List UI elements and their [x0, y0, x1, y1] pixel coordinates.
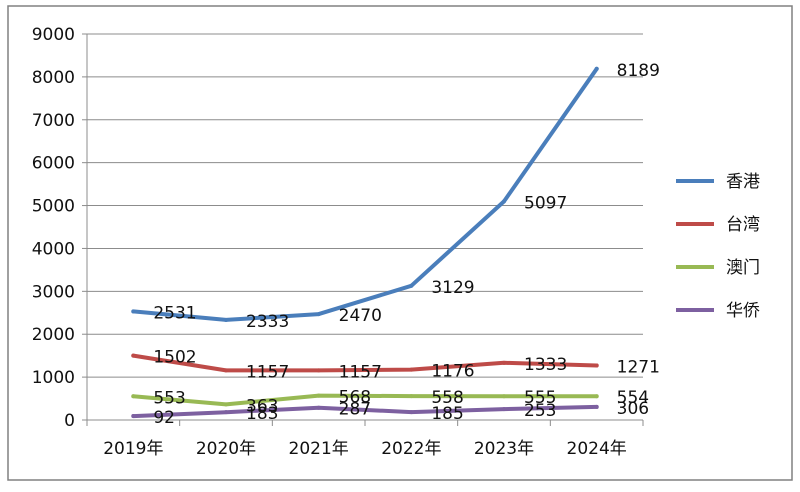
data-label: 554	[617, 388, 649, 408]
data-point	[131, 414, 136, 419]
data-point	[502, 360, 506, 365]
data-label: 363	[246, 396, 278, 416]
y-tick-label: 0	[64, 411, 75, 431]
data-label: 555	[524, 388, 556, 408]
data-label: 5097	[524, 193, 567, 213]
data-point	[409, 394, 414, 399]
data-label: 1176	[431, 362, 474, 382]
series-line-4	[131, 404, 599, 419]
data-label: 287	[339, 400, 371, 420]
data-label: 1157	[339, 362, 382, 382]
x-tick-label: 2023年	[474, 439, 534, 459]
gridlines	[87, 33, 643, 378]
series-lines	[131, 66, 599, 419]
chart-border	[7, 5, 793, 481]
data-label: 568	[339, 388, 371, 408]
data-label: 8189	[617, 61, 660, 81]
data-point	[316, 393, 321, 398]
data-point	[316, 312, 321, 317]
data-point	[502, 199, 506, 204]
legend-label: 香港	[726, 172, 760, 192]
y-tick-label: 8000	[32, 68, 75, 88]
data-point	[224, 410, 228, 415]
data-point	[594, 363, 599, 368]
series-line-3	[131, 393, 599, 407]
y-tick-label: 1000	[32, 368, 75, 388]
y-tick-label: 2000	[32, 325, 75, 345]
y-tick-label: 6000	[32, 154, 75, 174]
y-tick-label: 5000	[32, 197, 75, 217]
data-label: 2531	[153, 303, 196, 323]
legend-label: 台湾	[726, 215, 760, 235]
data-label: 2333	[246, 312, 289, 332]
data-point	[594, 394, 599, 399]
x-tick-label: 2019年	[103, 439, 163, 459]
x-tick-label: 2024年	[567, 439, 627, 459]
data-label: 253	[524, 401, 556, 421]
data-point	[502, 407, 506, 412]
y-tick-label: 7000	[32, 111, 75, 131]
data-label: 92	[153, 408, 175, 428]
data-labels: 2531 2333 2470 3129 5097 8189 1502 1157 1157 1176…	[153, 61, 660, 428]
data-label: 1271	[617, 357, 660, 377]
y-tick-label: 9000	[32, 25, 75, 45]
data-label: 185	[431, 404, 463, 424]
x-tick-label: 2022年	[381, 439, 441, 459]
data-point	[502, 394, 506, 399]
data-label: 1333	[524, 355, 567, 375]
series-line-2	[131, 353, 599, 373]
y-tick-label: 3000	[32, 282, 75, 302]
data-point	[316, 405, 321, 410]
data-label: 183	[246, 404, 278, 424]
data-point	[594, 404, 599, 409]
data-point	[409, 367, 414, 372]
data-label: 306	[617, 399, 649, 419]
data-point	[131, 394, 136, 399]
legend-label: 澳门	[726, 258, 760, 278]
data-point	[316, 368, 321, 373]
data-point	[224, 317, 228, 322]
series-line-1	[131, 66, 599, 322]
data-label: 1157	[246, 362, 289, 382]
data-label: 553	[153, 388, 185, 408]
data-point	[594, 66, 599, 71]
data-point	[409, 283, 414, 288]
data-point	[131, 353, 136, 358]
data-point	[224, 402, 228, 407]
legend-label: 华侨	[726, 301, 760, 321]
x-tick-label: 2021年	[289, 439, 349, 459]
data-point	[224, 368, 228, 373]
y-tick-label: 4000	[32, 239, 75, 259]
x-tick-label: 2020年	[196, 439, 256, 459]
data-label: 558	[431, 388, 463, 408]
data-label: 3129	[431, 278, 474, 298]
data-label: 2470	[339, 306, 382, 326]
axes: 0 1000 2000 3000 4000 5000 6000 7000 8000 9000 201…	[32, 25, 644, 459]
data-label: 1502	[153, 348, 196, 368]
data-point	[131, 309, 136, 314]
data-point	[409, 410, 414, 415]
